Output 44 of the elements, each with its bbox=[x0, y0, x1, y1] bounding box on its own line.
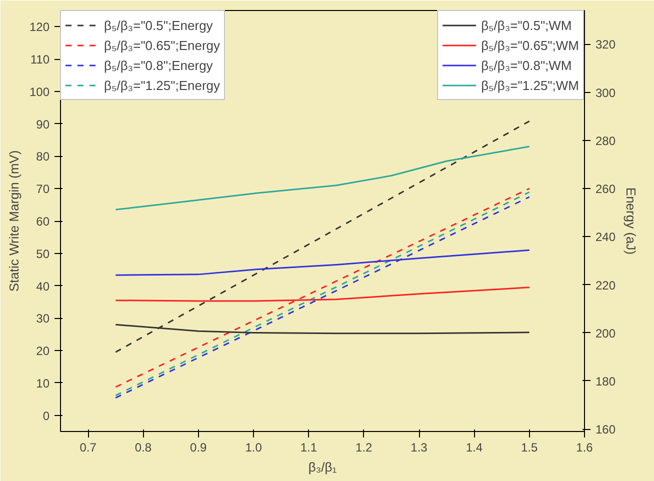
y2-tick-label: 220 bbox=[596, 278, 616, 292]
legend-label: β₅/β₃="1.25";Energy bbox=[104, 76, 220, 94]
y-tick-label: 30 bbox=[36, 312, 50, 326]
y-tick-label: 50 bbox=[36, 246, 50, 261]
y2-tick-label: 260 bbox=[596, 182, 616, 196]
y2-tick-label: 240 bbox=[596, 230, 616, 244]
x-tick-label: 0.9 bbox=[190, 440, 208, 454]
x-tick-label: 1.3 bbox=[410, 440, 428, 454]
x-tick-label: 0.7 bbox=[80, 440, 97, 454]
legend-label: β₅/β₃="0.65";WM bbox=[481, 36, 579, 54]
x-axis-title: β₃/β₁ bbox=[308, 460, 338, 474]
legend-label: β₅/β₃="0.5";Energy bbox=[104, 16, 213, 34]
x-tick-label: 1.4 bbox=[466, 440, 483, 454]
y-tick-label: 40 bbox=[36, 279, 50, 294]
legend-label: β₅/β₃="0.5";WM bbox=[481, 16, 572, 34]
x-tick-label: 1.6 bbox=[576, 440, 594, 454]
y-tick-label: 90 bbox=[36, 117, 50, 132]
x-tick-label: 1.0 bbox=[245, 440, 262, 454]
y-axis-title: Static Write Margin (mV) bbox=[6, 150, 22, 292]
y-tick-label: 110 bbox=[30, 52, 50, 67]
legend-label: β₅/β₃="0.8";Energy bbox=[104, 56, 213, 74]
y2-tick-label: 160 bbox=[596, 422, 616, 437]
y-tick-label: 80 bbox=[36, 150, 50, 164]
y-tick-label: 120 bbox=[29, 20, 50, 34]
legend-label: β₅/β₃="0.65";Energy bbox=[104, 36, 220, 54]
legend-label: β₅/β₃="1.25";WM bbox=[481, 76, 579, 94]
y-tick-label: 100 bbox=[29, 84, 50, 99]
x-tick-label: 1.1 bbox=[300, 440, 318, 454]
y2-tick-label: 180 bbox=[596, 374, 616, 388]
y-tick-label: 20 bbox=[36, 344, 50, 358]
x-tick-label: 0.8 bbox=[134, 440, 152, 454]
y2-tick-label: 320 bbox=[596, 38, 616, 52]
y2-tick-label: 280 bbox=[596, 134, 616, 148]
y2-tick-label: 300 bbox=[596, 86, 616, 100]
y-tick-label: 0 bbox=[42, 408, 50, 423]
x-tick-label: 1.5 bbox=[521, 440, 538, 454]
line-series bbox=[114, 146, 530, 210]
legend-label: β₅/β₃="0.8";WM bbox=[481, 56, 572, 74]
y-tick-label: 70 bbox=[36, 182, 50, 196]
y-tick-label: 60 bbox=[36, 214, 50, 228]
y2-axis-title: Energy (aJ) bbox=[624, 187, 639, 255]
y-tick-label: 10 bbox=[36, 376, 50, 390]
y2-tick-label: 200 bbox=[596, 326, 616, 340]
x-tick-label: 1.2 bbox=[356, 440, 373, 454]
